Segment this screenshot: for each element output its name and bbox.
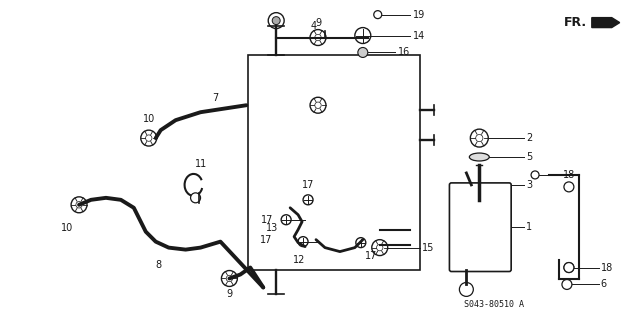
Text: 5: 5 (526, 152, 532, 162)
Circle shape (358, 48, 368, 57)
Text: 17: 17 (302, 180, 314, 190)
Circle shape (531, 171, 539, 179)
Circle shape (221, 271, 237, 286)
Circle shape (562, 279, 572, 289)
Circle shape (374, 11, 381, 19)
Text: 14: 14 (413, 31, 425, 41)
Circle shape (268, 13, 284, 29)
Circle shape (281, 215, 291, 225)
Circle shape (376, 244, 383, 251)
Ellipse shape (469, 153, 489, 161)
Text: 1: 1 (526, 222, 532, 232)
Text: 7: 7 (212, 93, 219, 103)
Text: 2: 2 (526, 133, 532, 143)
Text: 10: 10 (143, 114, 155, 124)
Bar (254, 62, 413, 263)
Circle shape (476, 135, 483, 142)
Circle shape (303, 195, 313, 205)
Circle shape (470, 129, 488, 147)
Circle shape (141, 130, 157, 146)
Circle shape (272, 17, 280, 25)
Text: 13: 13 (266, 223, 278, 233)
FancyBboxPatch shape (449, 183, 511, 271)
Text: 8: 8 (156, 260, 162, 270)
Text: 9: 9 (315, 18, 321, 27)
Circle shape (315, 34, 321, 41)
Text: 18: 18 (563, 170, 575, 180)
Circle shape (310, 30, 326, 46)
Circle shape (564, 263, 574, 272)
Circle shape (71, 197, 87, 213)
Circle shape (310, 97, 326, 113)
Text: 15: 15 (422, 243, 434, 253)
Circle shape (226, 275, 232, 282)
Circle shape (460, 184, 477, 202)
Text: 17: 17 (260, 235, 272, 245)
Text: 19: 19 (413, 10, 425, 20)
Circle shape (372, 240, 388, 256)
Circle shape (564, 263, 574, 272)
Text: 10: 10 (61, 223, 73, 233)
Text: 11: 11 (195, 159, 207, 169)
Circle shape (356, 238, 366, 248)
Text: 17: 17 (365, 251, 377, 261)
Text: S043-80510 A: S043-80510 A (465, 300, 524, 309)
Circle shape (564, 182, 574, 192)
Circle shape (145, 135, 152, 141)
Text: 12: 12 (292, 255, 305, 264)
Circle shape (355, 27, 371, 43)
Circle shape (76, 202, 82, 208)
Circle shape (191, 193, 200, 203)
Circle shape (315, 102, 321, 108)
Text: 6: 6 (601, 279, 607, 289)
Text: 4: 4 (311, 21, 317, 31)
Text: FR.: FR. (564, 16, 587, 29)
Text: 3: 3 (526, 180, 532, 190)
Text: 17: 17 (261, 215, 273, 225)
Circle shape (460, 282, 474, 296)
Circle shape (298, 237, 308, 247)
Text: 18: 18 (601, 263, 613, 272)
FancyArrow shape (592, 18, 620, 27)
Text: 9: 9 (227, 289, 232, 300)
Bar (248, 56, 420, 270)
Text: 16: 16 (397, 48, 410, 57)
